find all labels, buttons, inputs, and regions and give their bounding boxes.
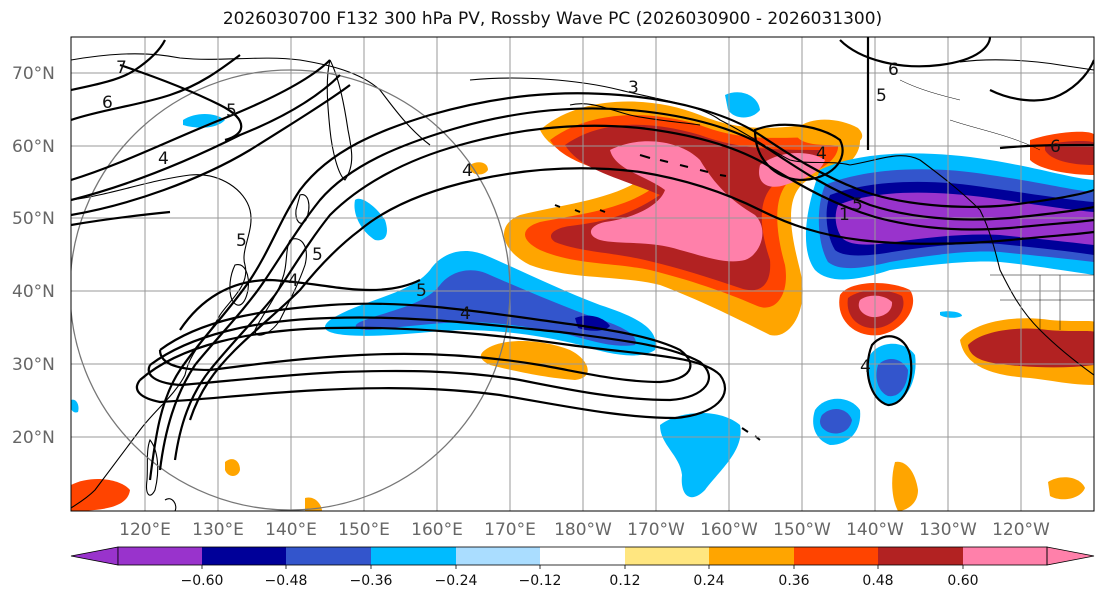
svg-text:160°W: 160°W bbox=[700, 520, 758, 540]
svg-text:170°W: 170°W bbox=[627, 520, 685, 540]
svg-text:150°W: 150°W bbox=[773, 520, 831, 540]
svg-text:130°W: 130°W bbox=[919, 520, 977, 540]
svg-text:5: 5 bbox=[416, 281, 427, 301]
svg-text:5: 5 bbox=[852, 195, 863, 215]
svg-text:6: 6 bbox=[1050, 137, 1061, 157]
colorbar-bin-4 bbox=[456, 547, 540, 565]
colorbar-tick: 0.12 bbox=[609, 573, 640, 589]
svg-text:4: 4 bbox=[288, 271, 299, 291]
svg-text:60°N: 60°N bbox=[12, 137, 55, 157]
map-title: 2026030700 F132 300 hPa PV, Rossby Wave … bbox=[222, 9, 883, 29]
svg-text:70°N: 70°N bbox=[12, 64, 55, 84]
svg-text:50°N: 50°N bbox=[12, 209, 55, 229]
svg-text:130°E: 130°E bbox=[192, 520, 244, 540]
colorbar-bin-8 bbox=[794, 547, 878, 565]
svg-text:5: 5 bbox=[876, 86, 887, 106]
colorbar-tick: 0.48 bbox=[862, 573, 893, 589]
svg-text:4: 4 bbox=[462, 161, 473, 181]
graticule bbox=[71, 37, 1094, 511]
colorbar-bin-3 bbox=[371, 547, 456, 565]
colorbar-tick: −0.24 bbox=[435, 573, 478, 589]
svg-text:180°W: 180°W bbox=[554, 520, 612, 540]
svg-text:4: 4 bbox=[860, 357, 871, 377]
svg-text:170°E: 170°E bbox=[484, 520, 536, 540]
svg-text:20°N: 20°N bbox=[12, 428, 55, 448]
svg-text:6: 6 bbox=[102, 93, 113, 113]
svg-text:150°E: 150°E bbox=[338, 520, 390, 540]
colorbar-bin-6 bbox=[625, 547, 709, 565]
svg-text:3: 3 bbox=[628, 78, 639, 98]
colorbar-bin-5 bbox=[540, 547, 625, 565]
svg-text:120°W: 120°W bbox=[992, 520, 1050, 540]
colorbar-tick: 0.24 bbox=[693, 573, 724, 589]
colorbar-high-extend bbox=[1046, 546, 1095, 566]
svg-text:5: 5 bbox=[226, 101, 237, 121]
svg-text:5: 5 bbox=[312, 245, 323, 265]
colorbar-tick: −0.36 bbox=[350, 573, 393, 589]
colorbar: −0.60 −0.48 −0.36 −0.24 −0.12 0.12 0.24 … bbox=[70, 546, 1095, 589]
colorbar-tick: −0.60 bbox=[181, 573, 224, 589]
colorbar-bin-9 bbox=[878, 547, 963, 565]
longitude-labels: 120°E 130°E 140°E 150°E 160°E 170°E 180°… bbox=[119, 520, 1050, 540]
svg-text:6: 6 bbox=[888, 60, 899, 80]
colorbar-bin-2 bbox=[286, 547, 371, 565]
svg-text:120°E: 120°E bbox=[119, 520, 171, 540]
map-frame bbox=[70, 36, 1095, 512]
svg-text:4: 4 bbox=[158, 149, 169, 169]
svg-text:5: 5 bbox=[236, 231, 247, 251]
reference-circle bbox=[71, 69, 511, 511]
svg-text:7: 7 bbox=[116, 58, 127, 78]
svg-text:140°E: 140°E bbox=[265, 520, 317, 540]
positive-anomalies bbox=[71, 101, 1094, 511]
svg-text:160°E: 160°E bbox=[411, 520, 463, 540]
colorbar-bin-1 bbox=[202, 547, 286, 565]
svg-text:140°W: 140°W bbox=[846, 520, 904, 540]
colorbar-low-extend bbox=[70, 546, 119, 566]
colorbar-bin-7 bbox=[709, 547, 794, 565]
contour-labels: 7 6 5 4 5 5 4 5 4 3 4 6 5 4 5 1 4 6 bbox=[102, 58, 1061, 377]
latitude-labels: 70°N 60°N 50°N 40°N 30°N 20°N bbox=[12, 64, 55, 448]
pv-contours bbox=[71, 37, 1094, 481]
coastlines bbox=[71, 53, 1094, 511]
colorbar-bin-0 bbox=[118, 547, 202, 565]
svg-text:30°N: 30°N bbox=[12, 355, 55, 375]
colorbar-tick: 0.60 bbox=[947, 573, 978, 589]
svg-text:40°N: 40°N bbox=[12, 282, 55, 302]
colorbar-tick: −0.48 bbox=[265, 573, 308, 589]
colorbar-tick: 0.36 bbox=[778, 573, 809, 589]
colorbar-tick: −0.12 bbox=[519, 573, 562, 589]
svg-text:4: 4 bbox=[460, 304, 471, 324]
svg-text:1: 1 bbox=[839, 205, 850, 225]
colorbar-bin-10 bbox=[963, 547, 1047, 565]
svg-text:4: 4 bbox=[816, 144, 827, 164]
